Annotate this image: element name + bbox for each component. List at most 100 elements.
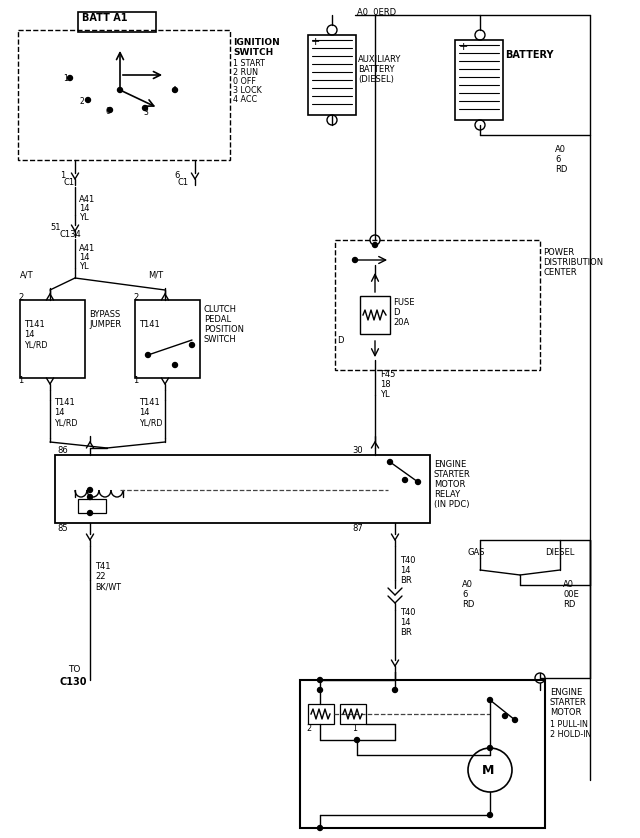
Circle shape [189, 343, 195, 348]
Text: YL/RD: YL/RD [24, 340, 47, 349]
Text: T141: T141 [54, 398, 75, 407]
Circle shape [88, 494, 93, 499]
Text: 00E: 00E [563, 590, 579, 599]
Text: T141: T141 [24, 320, 45, 329]
Text: 4 ACC: 4 ACC [233, 95, 257, 104]
Text: BATT A1: BATT A1 [82, 13, 127, 23]
Text: 20A: 20A [393, 318, 409, 327]
Bar [78, 12, 156, 32]
Text: T141: T141 [139, 320, 160, 329]
Text: POSITION: POSITION [204, 325, 244, 334]
Text: CLUTCH: CLUTCH [204, 305, 237, 314]
Text: 1 PULL-IN: 1 PULL-IN [550, 720, 588, 729]
Text: 6: 6 [555, 155, 561, 164]
Text: 14: 14 [79, 204, 90, 213]
Text: 1: 1 [18, 376, 23, 385]
Text: (IN PDC): (IN PDC) [434, 500, 470, 509]
Text: T41: T41 [95, 562, 111, 571]
Text: YL: YL [79, 213, 88, 222]
Text: RD: RD [563, 600, 575, 609]
Text: 85: 85 [57, 524, 68, 533]
Circle shape [513, 717, 518, 722]
Text: C1: C1 [63, 178, 74, 187]
Text: TO: TO [68, 665, 81, 674]
Text: 14: 14 [79, 253, 90, 262]
Text: D: D [337, 336, 344, 345]
Text: MOTOR: MOTOR [550, 708, 581, 717]
Text: (DIESEL): (DIESEL) [358, 75, 394, 84]
Circle shape [88, 510, 93, 515]
Text: A0: A0 [555, 145, 566, 154]
Circle shape [317, 825, 323, 830]
Text: ENGINE: ENGINE [434, 460, 467, 469]
Bar [55, 455, 430, 523]
Text: 14: 14 [400, 566, 410, 575]
Text: 86: 86 [57, 446, 68, 455]
Circle shape [488, 697, 493, 702]
Bar [335, 240, 540, 370]
Text: 2: 2 [18, 293, 23, 302]
Text: 30: 30 [352, 446, 363, 455]
Text: 6: 6 [174, 171, 179, 180]
Text: YL/RD: YL/RD [54, 418, 77, 427]
Text: BK/WT: BK/WT [95, 582, 121, 591]
Circle shape [145, 353, 150, 358]
Text: YL/RD: YL/RD [139, 418, 163, 427]
Text: BR: BR [400, 628, 412, 637]
Text: RD: RD [462, 600, 474, 609]
Bar [20, 300, 85, 378]
Circle shape [403, 478, 408, 483]
Circle shape [355, 737, 360, 742]
Text: D: D [393, 308, 399, 317]
Text: BR: BR [400, 576, 412, 585]
Text: +: + [459, 42, 468, 52]
Text: C1: C1 [177, 178, 188, 187]
Circle shape [173, 87, 177, 92]
Text: 1 START: 1 START [233, 59, 265, 68]
Text: 14: 14 [139, 408, 150, 417]
Circle shape [88, 488, 93, 493]
Text: RD: RD [555, 165, 568, 174]
Text: STARTER: STARTER [434, 470, 471, 479]
Bar [18, 30, 230, 160]
Text: 3 LOCK: 3 LOCK [233, 86, 262, 95]
Text: T141: T141 [139, 398, 160, 407]
Text: 51: 51 [50, 223, 61, 232]
Text: 18: 18 [380, 380, 390, 389]
Text: F45: F45 [380, 370, 396, 379]
Text: STARTER: STARTER [550, 698, 587, 707]
Circle shape [118, 87, 122, 92]
Text: T40: T40 [400, 556, 415, 565]
Text: FUSE: FUSE [393, 298, 415, 307]
Text: A0: A0 [462, 580, 473, 589]
Circle shape [502, 713, 508, 718]
Text: 2: 2 [133, 293, 138, 302]
Circle shape [387, 459, 392, 464]
Text: CENTER: CENTER [543, 268, 577, 277]
Circle shape [353, 257, 358, 262]
Text: 2 RUN: 2 RUN [233, 68, 258, 77]
Text: 22: 22 [95, 572, 106, 581]
Circle shape [143, 106, 147, 111]
Text: YL: YL [380, 390, 390, 399]
Text: ENGINE: ENGINE [550, 688, 582, 697]
Circle shape [488, 746, 493, 751]
Text: T40: T40 [400, 608, 415, 617]
Text: 0: 0 [105, 107, 110, 116]
Text: DISTRIBUTION: DISTRIBUTION [543, 258, 603, 267]
Text: 1: 1 [63, 74, 68, 83]
Text: YL: YL [79, 262, 88, 271]
Text: C134: C134 [60, 230, 82, 239]
Text: JUMPER: JUMPER [89, 320, 121, 329]
Text: 3: 3 [143, 108, 148, 117]
Text: AUXILIARY: AUXILIARY [358, 55, 401, 64]
Text: RELAY: RELAY [434, 490, 460, 499]
Bar [340, 704, 366, 724]
Bar [360, 296, 390, 334]
Text: 87: 87 [352, 524, 363, 533]
Text: BYPASS: BYPASS [89, 310, 120, 319]
Text: 14: 14 [24, 330, 35, 339]
Bar [300, 680, 545, 828]
Text: A/T: A/T [20, 270, 34, 279]
Text: A0: A0 [563, 580, 574, 589]
